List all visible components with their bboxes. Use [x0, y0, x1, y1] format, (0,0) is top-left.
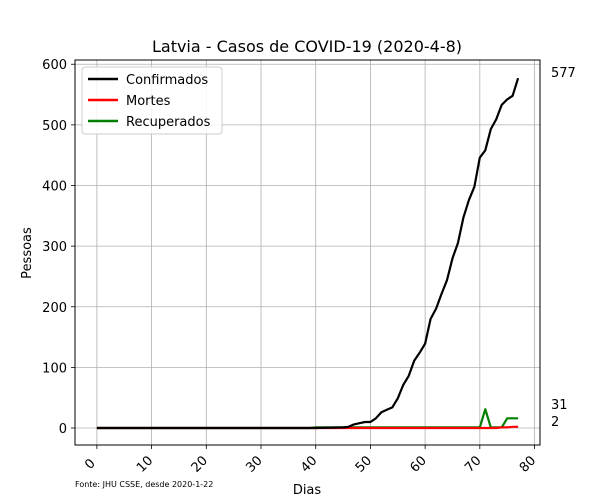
end-labels: 577 31 2: [551, 66, 576, 430]
end-label-confirmados: 577: [551, 66, 576, 81]
series-line-recuperados: [96, 408, 519, 430]
end-label-recuperados: 2: [551, 415, 559, 430]
plot-frame: [74, 59, 541, 446]
chart-title: Latvia - Casos de COVID-19 (2020-4-8): [152, 37, 462, 56]
y-tick-label: 500: [42, 119, 67, 134]
y-tick-label: 100: [42, 361, 67, 376]
y-tick-label: 400: [42, 180, 67, 195]
end-label-mortes: 31: [551, 398, 568, 413]
series-line-confirmados: [96, 77, 520, 430]
legend-box: [81, 66, 223, 135]
x-tick-label: 60: [407, 453, 429, 475]
x-tick-label: 30: [243, 453, 265, 475]
x-tick-label: 0: [82, 456, 98, 472]
x-tick-label: 80: [517, 453, 539, 475]
x-axis-label: Dias: [293, 483, 322, 498]
x-tick-label: 40: [298, 453, 320, 475]
y-axis-label: Pessoas: [20, 227, 35, 279]
legend-label-mortes: Mortes: [126, 94, 171, 109]
legend-label-confirmados: Confirmados: [126, 73, 208, 88]
x-tick-label: 70: [462, 453, 484, 475]
y-tick-label: 0: [59, 422, 67, 437]
x-tick-label: 50: [353, 453, 375, 475]
series-layer: [96, 77, 520, 430]
grid: [75, 60, 540, 445]
x-tick-label: 20: [189, 453, 211, 475]
source-note: Fonte: JHU CSSE, desde 2020-1-22: [75, 480, 213, 489]
legend-label-recuperados: Recuperados: [126, 115, 211, 130]
y-tick-label: 200: [42, 301, 67, 316]
x-tick-label: 10: [134, 453, 156, 475]
y-tick-label: 300: [42, 240, 67, 255]
y-tick-label: 600: [42, 58, 67, 73]
legend: Confirmados Mortes Recuperados: [81, 66, 223, 135]
